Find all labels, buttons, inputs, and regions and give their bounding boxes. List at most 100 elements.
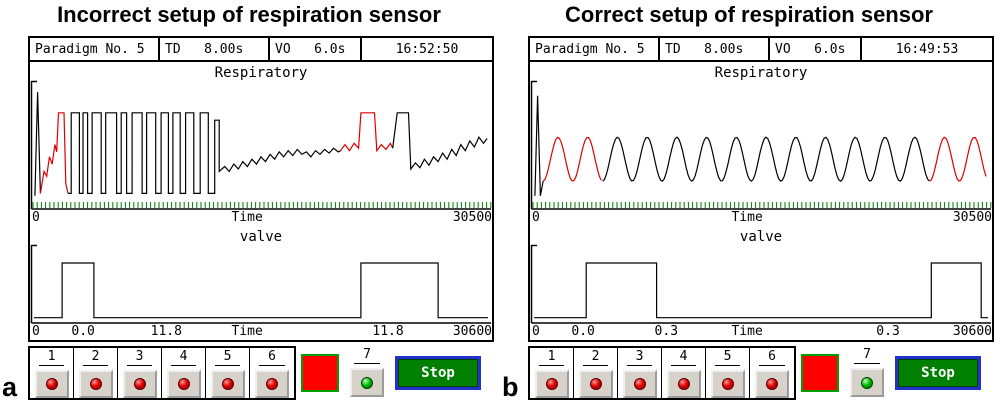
axis-tick-Time: Time	[231, 210, 263, 225]
respiratory-chart: Respiratory 0 Time 30500	[30, 62, 492, 226]
channel-push-button[interactable]	[666, 370, 701, 398]
channel-button-7[interactable]: 7	[344, 346, 390, 400]
valve-waveform	[530, 244, 991, 324]
panel-letter: a	[2, 372, 18, 402]
channel-button-1[interactable]: 1	[530, 348, 574, 398]
respiratory-x-axis: 0 Time 30500	[30, 210, 492, 226]
axis-tick-0.0: 0.0	[71, 324, 95, 339]
green-led-icon	[361, 376, 373, 389]
channel-number-label: 2	[82, 350, 109, 366]
red-led-icon	[545, 378, 558, 390]
axis-tick-30500: 30500	[952, 210, 992, 225]
panel-a: Incorrect setup of respiration sensor Pa…	[2, 2, 496, 402]
channel-push-button[interactable]	[210, 370, 245, 398]
valve-chart-title: valve	[239, 229, 283, 245]
channel-push-button[interactable]	[578, 370, 613, 398]
valve-x-axis: 0 0.0 0.3 Time 0.3 30600	[530, 324, 992, 340]
td-field: TD 8.00s	[160, 38, 270, 60]
channel-push-button[interactable]	[255, 370, 289, 398]
channel-push-button[interactable]	[755, 370, 789, 398]
channel-number-label: 2	[582, 350, 609, 366]
channel-button-5[interactable]: 5	[206, 348, 250, 398]
channel-number-label: 4	[170, 350, 197, 366]
panel-b-caption: Correct setup of respiration sensor	[565, 2, 933, 27]
channel-push-button[interactable]	[166, 370, 201, 398]
channel-button-2[interactable]: 2	[74, 348, 118, 398]
red-led-icon	[677, 378, 690, 390]
channel-buttons-group: 1 2 3 4 5	[528, 346, 796, 400]
channel-push-button[interactable]	[710, 370, 745, 398]
axis-tick-0.0: 0.0	[571, 324, 595, 339]
channel-number-label: 1	[538, 350, 565, 366]
red-status-indicator[interactable]	[801, 354, 839, 392]
red-led-icon	[766, 378, 778, 390]
channel-button-5[interactable]: 5	[706, 348, 750, 398]
valve-waveform	[30, 244, 491, 324]
channel-button-3[interactable]: 3	[118, 348, 162, 398]
channel-push-button[interactable]	[122, 370, 157, 398]
channel-push-button[interactable]	[622, 370, 657, 398]
panel-letter: b	[502, 372, 519, 402]
panel-b: Correct setup of respiration sensor Para…	[500, 0, 1000, 403]
respiratory-waveform	[30, 80, 492, 210]
valve-x-axis: 0 0.0 11.8 Time 11.8 30600	[30, 324, 492, 340]
axis-tick-0: 0	[32, 324, 40, 339]
paradigm-field: Paradigm No. 5	[530, 38, 660, 60]
channel-button-4[interactable]: 4	[162, 348, 206, 398]
respiratory-chart-title: Respiratory	[214, 65, 308, 81]
control-bar: 1 2 3 4 5	[528, 346, 996, 400]
monitor-screen-a: Paradigm No. 5 TD 8.00s VO 6.0s 16:52:50…	[28, 36, 494, 342]
channel-button-2[interactable]: 2	[574, 348, 618, 398]
control-bar: 1 2 3 4 5	[28, 346, 496, 400]
channel-button-7[interactable]: 7	[844, 346, 890, 400]
axis-tick-0.3: 0.3	[654, 324, 679, 339]
channel-number-label: 1	[38, 350, 65, 366]
status-bar: Paradigm No. 5 TD 8.00s VO 6.0s 16:49:53	[530, 38, 992, 62]
red-led-icon	[89, 378, 102, 390]
red-status-indicator[interactable]	[301, 354, 339, 392]
axis-tick-0: 0	[532, 324, 540, 339]
channel-number-label: 5	[214, 350, 241, 366]
axis-tick-Time: Time	[731, 324, 763, 339]
channel-button-6[interactable]: 6	[750, 348, 794, 398]
red-led-icon	[633, 378, 646, 390]
channel-button-4[interactable]: 4	[662, 348, 706, 398]
channel-push-button[interactable]	[34, 370, 69, 398]
channel-button-1[interactable]: 1	[30, 348, 74, 398]
channel-number-label: 7	[854, 348, 880, 364]
red-led-icon	[266, 378, 278, 390]
axis-tick-Time: Time	[231, 324, 263, 339]
respiratory-x-axis: 0 Time 30500	[530, 210, 992, 226]
valve-chart: valve 0 0.0 11.8 Time 11.8 30600	[30, 226, 492, 340]
stop-button[interactable]: Stop	[395, 356, 481, 390]
channel-number-label: 4	[670, 350, 697, 366]
red-led-icon	[177, 378, 190, 390]
channel-number-label: 7	[354, 348, 380, 364]
channel-push-button[interactable]	[78, 370, 113, 398]
channel-number-label: 3	[126, 350, 153, 366]
channel-number-label: 3	[626, 350, 653, 366]
red-led-icon	[133, 378, 146, 390]
channel-buttons-group: 1 2 3 4 5	[28, 346, 296, 400]
channel-button-6[interactable]: 6	[250, 348, 294, 398]
channel-push-button[interactable]	[350, 368, 384, 397]
axis-tick-30600: 30600	[952, 324, 992, 339]
channel-button-3[interactable]: 3	[618, 348, 662, 398]
channel-push-button[interactable]	[850, 368, 884, 397]
stop-button[interactable]: Stop	[895, 356, 981, 390]
axis-tick-0: 0	[532, 210, 540, 225]
red-led-icon	[45, 378, 58, 390]
respiratory-chart-title: Respiratory	[714, 65, 808, 81]
channel-number-label: 5	[714, 350, 741, 366]
channel-push-button[interactable]	[534, 370, 569, 398]
axis-tick-11.8: 11.8	[372, 324, 404, 339]
respiratory-chart: Respiratory 0 Time 30500	[530, 62, 992, 226]
axis-tick-0: 0	[32, 210, 40, 225]
channel-number-label: 6	[759, 350, 785, 366]
axis-tick-0.3: 0.3	[876, 324, 900, 339]
clock-field: 16:49:53	[895, 41, 959, 57]
red-led-icon	[589, 378, 602, 390]
vo-field: VO 6.0s	[270, 38, 362, 60]
td-field: TD 8.00s	[660, 38, 770, 60]
